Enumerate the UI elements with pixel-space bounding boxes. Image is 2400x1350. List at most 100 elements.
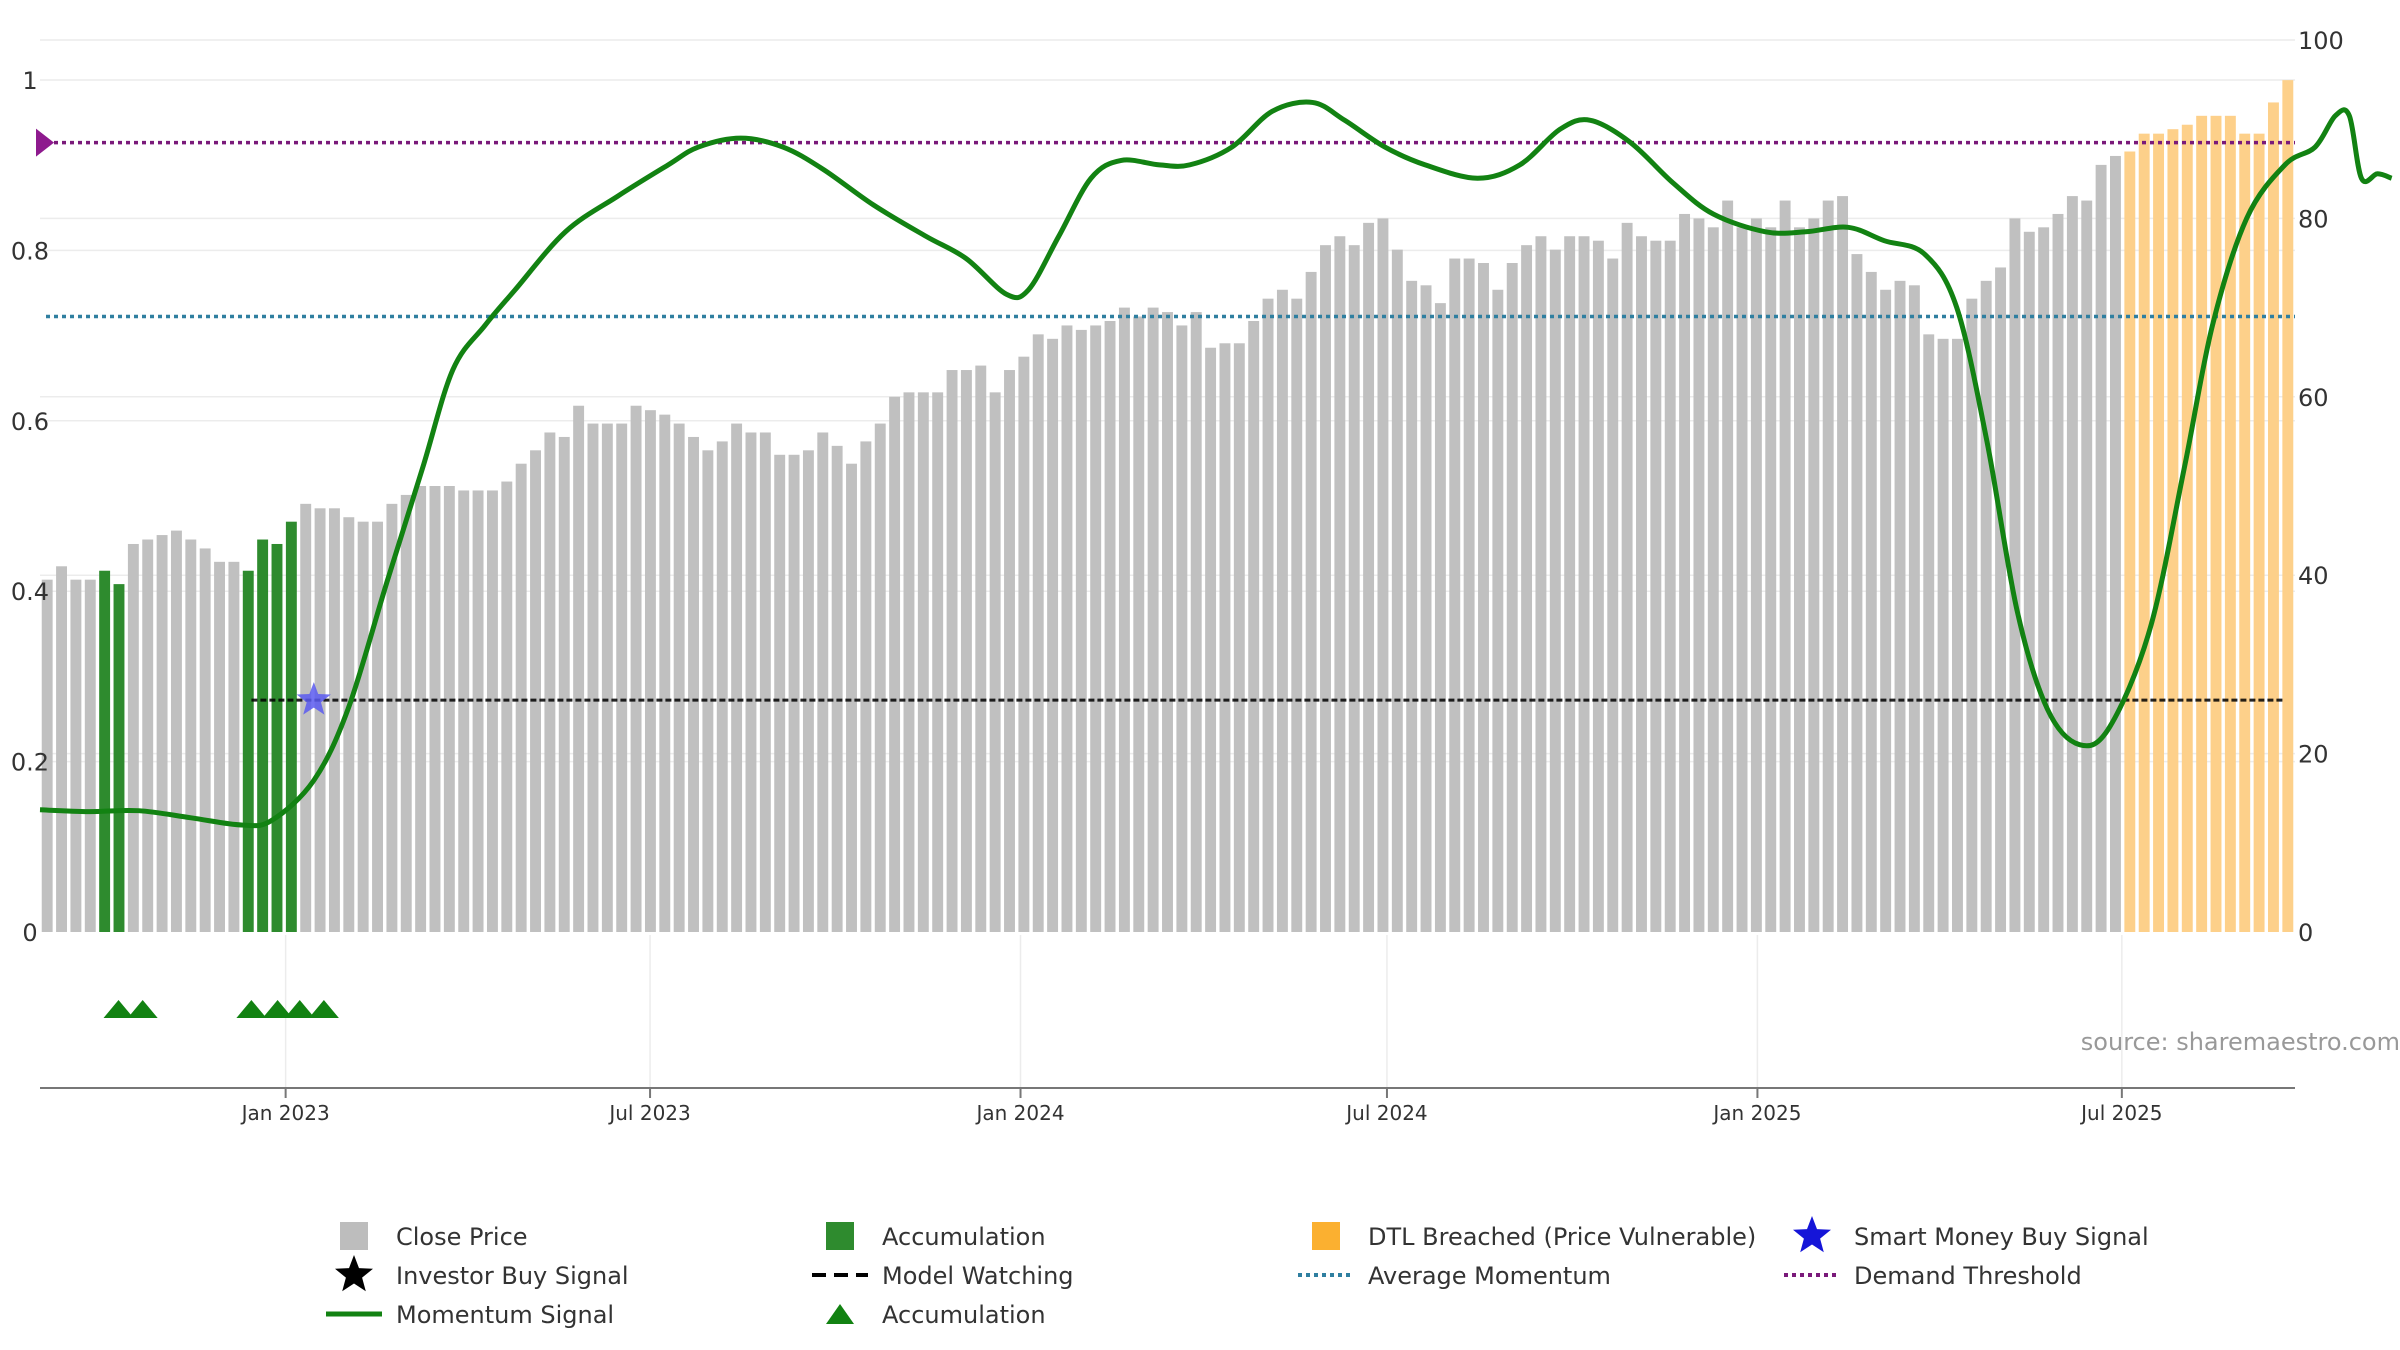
close-price-bar	[975, 365, 987, 933]
x-tick-label: Jul 2024	[1344, 1101, 1427, 1125]
close-price-bar	[1320, 245, 1331, 932]
close-price-bar	[2095, 164, 2107, 932]
close-price-bar	[1851, 254, 1863, 932]
legend-label: Average Momentum	[1368, 1262, 1611, 1290]
close-price-bar	[1980, 280, 1992, 933]
legend-item: Accumulation	[826, 1301, 1046, 1329]
close-price-bar	[1908, 285, 1920, 932]
close-price-bar	[1650, 240, 1662, 932]
right-tick-label: 80	[2298, 205, 2329, 233]
legend-label: Smart Money Buy Signal	[1854, 1223, 2149, 1251]
close-price-bar	[1478, 263, 1489, 932]
close-price-bar	[1463, 258, 1475, 932]
close-price-bar	[2023, 231, 2035, 932]
signal-markers	[103, 682, 339, 1018]
close-price-bar	[1391, 249, 1403, 932]
legend-item: Demand Threshold	[1784, 1262, 2082, 1290]
close-price-bar	[1506, 263, 1518, 932]
right-tick-label: 40	[2298, 562, 2329, 590]
close-price-bar	[644, 410, 656, 932]
close-price-bar	[1406, 280, 1418, 933]
close-price-bar	[688, 436, 699, 932]
close-price-bar	[903, 392, 915, 933]
close-price-bar	[946, 370, 958, 932]
right-tick-label: 60	[2298, 384, 2329, 412]
close-price-bar	[1104, 320, 1116, 933]
close-price-bar	[1090, 325, 1102, 932]
close-price-bar	[1794, 227, 1805, 932]
close-price-bar	[802, 450, 814, 932]
close-price-bar	[1420, 285, 1432, 932]
close-price-bar	[400, 494, 412, 932]
accumulation-triangle	[284, 1000, 315, 1018]
close-price-bar	[1880, 289, 1892, 932]
close-price-bar	[1018, 356, 1030, 932]
close-price-bar	[199, 548, 211, 932]
legend-item: DTL Breached (Price Vulnerable)	[1312, 1222, 1756, 1251]
legend-swatch	[826, 1222, 854, 1250]
close-price-bar	[774, 454, 786, 932]
legend-swatch	[1312, 1222, 1340, 1250]
legend-label: Accumulation	[882, 1301, 1046, 1329]
left-tick-label: 0.2	[11, 749, 49, 777]
left-tick-label: 1	[22, 67, 37, 95]
close-price-bar	[127, 543, 139, 932]
close-price-bar	[443, 486, 455, 932]
close-price-bar	[702, 450, 714, 932]
dtl-breached-bar	[2210, 115, 2222, 932]
close-price-bar	[960, 370, 972, 932]
close-price-bar	[415, 486, 427, 932]
close-price-bar	[1664, 240, 1676, 932]
dtl-breached-bar	[2181, 124, 2193, 933]
close-price-bar	[156, 535, 168, 932]
close-price-bar	[1679, 213, 1691, 932]
close-price-bar	[1779, 200, 1791, 932]
close-price-bar	[1937, 338, 1949, 932]
close-price-bar	[1205, 347, 1217, 932]
close-price-bar	[386, 503, 398, 932]
dtl-breached-bar	[2253, 133, 2265, 932]
close-price-bar	[185, 539, 197, 932]
close-price-bar	[1707, 227, 1719, 932]
demand-threshold-marker	[36, 128, 54, 157]
accumulation-triangle	[103, 1000, 134, 1018]
accumulation-bar	[99, 570, 111, 932]
close-price-bar	[817, 432, 829, 932]
x-tick-label: Jan 2025	[1711, 1101, 1801, 1125]
legend-star-icon	[1793, 1216, 1831, 1253]
price-bars	[41, 80, 2294, 933]
accumulation-bar	[285, 521, 297, 932]
source-label: source: sharemaestro.com	[2081, 1028, 2400, 1056]
close-price-bar	[300, 503, 312, 932]
close-price-bar	[1865, 271, 1877, 932]
close-price-bar	[1147, 307, 1159, 933]
close-price-bar	[1133, 316, 1145, 932]
close-price-bar	[889, 396, 901, 932]
close-price-bar	[1047, 338, 1059, 932]
close-price-bar	[601, 423, 613, 932]
close-price-bar	[1592, 240, 1604, 932]
close-price-bar	[846, 463, 857, 932]
close-price-bar	[544, 432, 556, 932]
close-price-bar	[587, 423, 599, 932]
close-price-bar	[1736, 227, 1748, 932]
dtl-breached-bar	[2282, 80, 2294, 932]
left-tick-label: 0	[22, 919, 37, 947]
right-tick-label: 100	[2298, 27, 2344, 55]
legend-swatch	[340, 1222, 368, 1250]
right-tick-label: 20	[2298, 741, 2329, 769]
legend-label: Model Watching	[882, 1262, 1074, 1290]
close-price-bar	[1535, 236, 1547, 933]
x-tick-label: Jul 2023	[607, 1101, 690, 1125]
smart-money-buy-star	[296, 682, 331, 715]
close-price-bar	[1190, 312, 1202, 932]
close-price-bar	[515, 463, 527, 932]
x-tick-label: Jan 2023	[240, 1101, 330, 1125]
close-price-bar	[70, 579, 82, 932]
close-price-bar	[56, 566, 68, 932]
close-price-bar	[1334, 236, 1346, 933]
close-price-bar	[1521, 245, 1533, 932]
dtl-breached-bar	[2267, 102, 2279, 932]
close-price-bar	[2038, 227, 2050, 932]
close-price-bar	[1061, 325, 1073, 932]
